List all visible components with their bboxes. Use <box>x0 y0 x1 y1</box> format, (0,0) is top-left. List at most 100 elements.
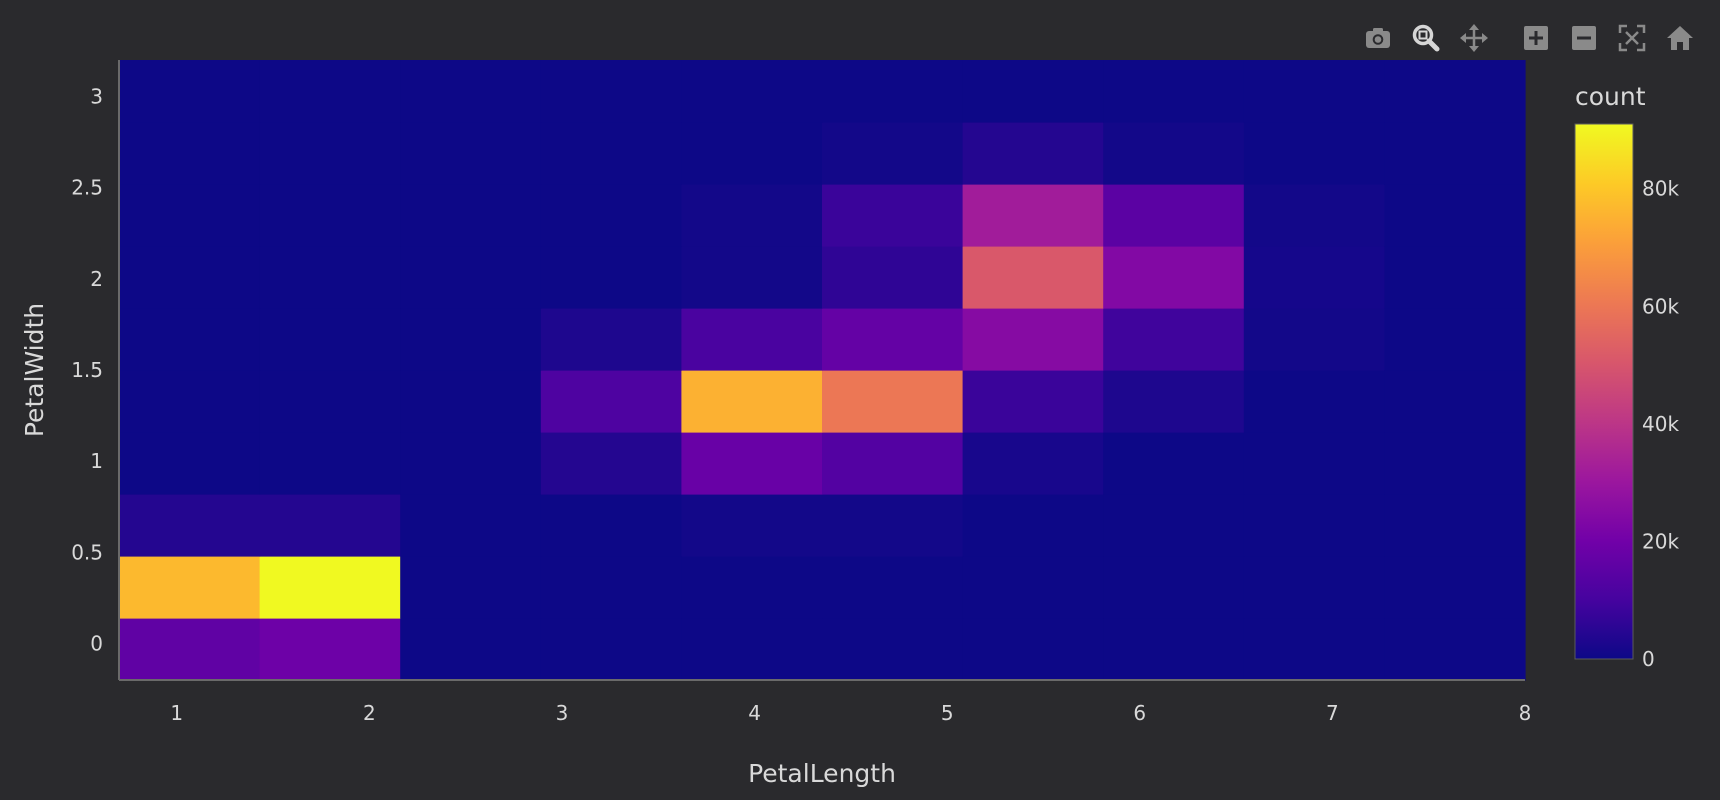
heatmap-cell <box>119 618 261 681</box>
heatmap-cell <box>400 432 542 495</box>
heatmap-cell <box>822 556 964 619</box>
heatmap-cell <box>400 122 542 185</box>
heatmap-cell <box>119 184 261 247</box>
heatmap-cell <box>1103 184 1245 247</box>
heatmap-cell <box>119 122 261 185</box>
heatmap-cell <box>1243 556 1385 619</box>
heatmap-cell <box>1384 184 1526 247</box>
home-icon <box>1667 26 1693 50</box>
heatmap-cell <box>1243 122 1385 185</box>
heatmap-cell <box>400 494 542 557</box>
heatmap-cell <box>259 556 401 619</box>
heatmap-cell <box>1384 432 1526 495</box>
camera-button[interactable] <box>1358 18 1398 58</box>
heatmap-cell <box>540 308 682 371</box>
heatmap-cell <box>259 122 401 185</box>
heatmap-cell <box>822 122 964 185</box>
heatmap-cell <box>1384 122 1526 185</box>
heatmap-cell <box>259 246 401 309</box>
heatmap-cell <box>540 556 682 619</box>
heatmap-cell <box>1243 308 1385 371</box>
colorbar-tick-label: 0 <box>1642 647 1655 671</box>
x-tick-label: 6 <box>1133 701 1146 725</box>
colorbar-title: count <box>1575 82 1646 111</box>
x-tick-label: 2 <box>363 701 376 725</box>
heatmap-cell <box>259 494 401 557</box>
heatmap-cell <box>119 370 261 433</box>
heatmap-cell <box>681 432 823 495</box>
zoom-in-button[interactable] <box>1516 18 1556 58</box>
heatmap-cell <box>400 556 542 619</box>
x-tick-label: 8 <box>1519 701 1532 725</box>
heatmap-cell <box>822 494 964 557</box>
heatmap-cell <box>1243 246 1385 309</box>
zoom-out-icon <box>1572 26 1596 50</box>
heatmap-cell <box>962 308 1104 371</box>
x-axis-title: PetalLength <box>748 759 896 788</box>
heatmap-cell <box>400 60 542 123</box>
heatmap-cell <box>1384 556 1526 619</box>
camera-icon <box>1366 28 1390 48</box>
heatmap-cell <box>1384 246 1526 309</box>
heatmap-cell <box>1243 494 1385 557</box>
y-tick-label: 1 <box>90 449 103 473</box>
heatmap-cell <box>119 556 261 619</box>
heatmap-cell <box>962 556 1104 619</box>
heatmap-cell <box>540 618 682 681</box>
autoscale-button[interactable] <box>1612 18 1652 58</box>
heatmap-cell <box>400 308 542 371</box>
heatmap-cell <box>962 184 1104 247</box>
heatmap-cell <box>1103 122 1245 185</box>
heatmap-cell <box>1243 432 1385 495</box>
heatmap-cell <box>962 494 1104 557</box>
zoom-out-button[interactable] <box>1564 18 1604 58</box>
heatmap-cell <box>259 618 401 681</box>
heatmap-cell <box>962 432 1104 495</box>
modebar <box>1350 18 1700 58</box>
colorbar-tick-label: 40k <box>1642 412 1679 436</box>
heatmap-cell <box>540 494 682 557</box>
heatmap-cell <box>540 246 682 309</box>
y-tick-label: 3 <box>90 84 103 108</box>
heatmap-cell <box>400 184 542 247</box>
heatmap-cell <box>681 184 823 247</box>
y-tick-label: 2 <box>90 267 103 291</box>
zoom-icon <box>1412 24 1440 52</box>
heatmap-cell <box>1243 184 1385 247</box>
heatmap-cell <box>259 432 401 495</box>
colorbar-tick-label: 20k <box>1642 529 1679 553</box>
pan-icon <box>1460 24 1488 52</box>
zoom-button[interactable] <box>1406 18 1446 58</box>
colorbar <box>1574 123 1634 660</box>
x-tick-label: 3 <box>556 701 569 725</box>
heatmap-cell <box>1384 370 1526 433</box>
heatmap-cell <box>962 60 1104 123</box>
heatmap-cell <box>119 60 261 123</box>
heatmap-cell <box>1243 60 1385 123</box>
heatmap-cell <box>822 184 964 247</box>
heatmap-cell <box>259 184 401 247</box>
heatmap-cell <box>1384 60 1526 123</box>
heatmap-cell <box>1103 494 1245 557</box>
home-button[interactable] <box>1660 18 1700 58</box>
heatmap-cell <box>962 370 1104 433</box>
y-tick-label: 2.5 <box>71 176 103 200</box>
heatmap-cell <box>1103 308 1245 371</box>
heatmap-cell <box>681 60 823 123</box>
heatmap-cell <box>400 618 542 681</box>
pan-button[interactable] <box>1454 18 1494 58</box>
heatmap-cell <box>681 618 823 681</box>
heatmap-cell <box>540 60 682 123</box>
heatmap-cell <box>681 308 823 371</box>
heatmap-cell <box>540 122 682 185</box>
heatmap-cell <box>119 308 261 371</box>
x-tick-label: 1 <box>170 701 183 725</box>
x-tick-label: 4 <box>748 701 761 725</box>
autoscale-icon <box>1618 24 1646 52</box>
y-tick-label: 0.5 <box>71 540 103 564</box>
heatmap-cell <box>400 246 542 309</box>
heatmap-cell <box>822 246 964 309</box>
zoom-in-icon <box>1524 26 1548 50</box>
heatmap-cell <box>962 618 1104 681</box>
